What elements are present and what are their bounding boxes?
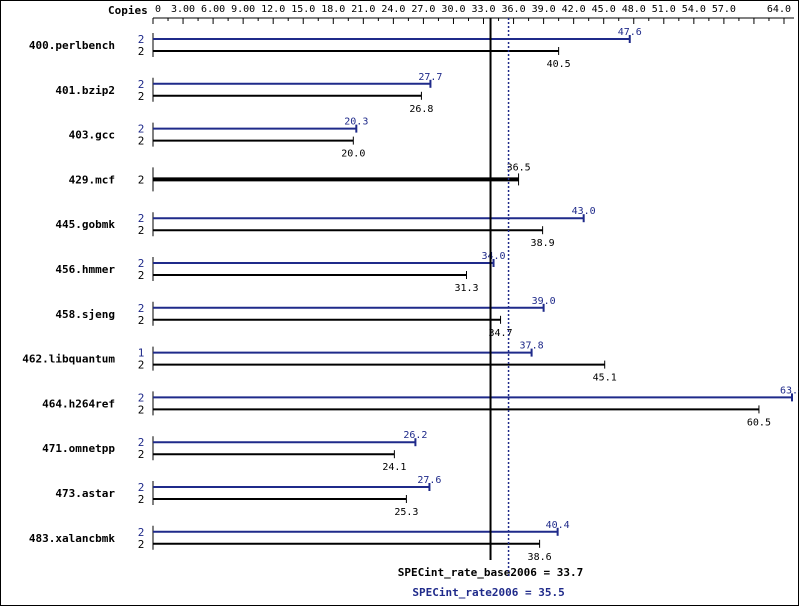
base-copies-label: 2 — [138, 90, 145, 103]
benchmark-label: 464.h264ref — [42, 397, 115, 410]
benchmark-label: 403.gcc — [69, 129, 115, 142]
peak-value-label: 34.0 — [481, 251, 505, 262]
peak-copies-label: 2 — [138, 526, 145, 539]
x-tick-label: 42.0 — [562, 4, 586, 15]
base-value-label: 26.8 — [409, 104, 433, 115]
x-tick-label: 0 — [155, 4, 161, 15]
x-tick-label: 33.0 — [471, 4, 495, 15]
base-copies-label: 2 — [138, 359, 145, 372]
x-tick-label: 36.0 — [502, 4, 526, 15]
peak-copies-label: 2 — [138, 391, 145, 404]
benchmark-row: 456.hmmer 2 34.0 2 31.3 — [55, 251, 505, 294]
reference-lines: SPECint_rate_base2006 = 33.7 SPECint_rate… — [398, 18, 583, 599]
base-copies-label: 2 — [138, 45, 145, 58]
peak-copies-label: 2 — [138, 212, 145, 225]
peak-value-label: 39.0 — [532, 296, 556, 307]
base-value-label: 36.5 — [507, 162, 531, 173]
x-tick-label: 15.0 — [291, 4, 315, 15]
benchmark-row: 473.astar 2 27.6 2 25.3 — [55, 475, 441, 518]
base-value-label: 60.5 — [747, 417, 771, 428]
benchmark-label: 445.gobmk — [55, 218, 115, 231]
benchmark-label: 400.perlbench — [29, 39, 115, 52]
benchmark-row: 403.gcc 2 20.3 2 20.0 — [69, 117, 369, 160]
x-tick-label: 6.00 — [201, 4, 225, 15]
peak-value-label: 40.4 — [546, 520, 570, 531]
base-value-label: 24.1 — [382, 462, 406, 473]
base-value-label: 25.3 — [394, 507, 418, 518]
benchmark-label: 471.omnetpp — [42, 442, 115, 455]
x-tick-label: 24.0 — [381, 4, 405, 15]
x-axis: 0 3.00 6.00 9.00 12.0 15.0 18.0 21.0 24.0 27.0 30.… — [152, 4, 794, 24]
x-tick-label: 48.0 — [622, 4, 646, 15]
benchmark-row: 429.mcf 2 36.5 — [69, 162, 531, 192]
benchmark-label: 456.hmmer — [55, 263, 115, 276]
base-copies-label: 2 — [138, 448, 145, 461]
base-value-label: 38.9 — [531, 238, 555, 249]
benchmark-label: 473.astar — [55, 487, 115, 500]
base-copies-label: 2 — [138, 269, 145, 282]
base-copies-label: 2 — [138, 403, 145, 416]
benchmark-row: 464.h264ref 2 63.8 2 60.5 — [42, 385, 799, 428]
peak-value-label: 43.0 — [572, 206, 596, 217]
peak-value-label: 63.8 — [780, 385, 799, 396]
x-tick-label: 12.0 — [261, 4, 285, 15]
base-copies-label: 2 — [138, 224, 145, 237]
base-copies-label: 2 — [138, 173, 145, 186]
x-tick-label: 3.00 — [171, 4, 195, 15]
benchmark-label: 429.mcf — [69, 173, 115, 186]
benchmark-label: 458.sjeng — [55, 308, 115, 321]
peak-copies-label: 2 — [138, 33, 145, 46]
peak-copies-label: 2 — [138, 481, 145, 494]
base-value-label: 31.3 — [454, 283, 478, 294]
peak-value-label: 47.6 — [618, 27, 642, 38]
x-tick-label: 27.0 — [411, 4, 435, 15]
x-tick-label: 30.0 — [441, 4, 465, 15]
base-value-label: 40.5 — [547, 59, 571, 70]
base-copies-label: 2 — [138, 135, 145, 148]
benchmark-label: 462.libquantum — [22, 353, 115, 366]
peak-value-label: 27.7 — [418, 72, 442, 83]
x-tick-label: 51.0 — [652, 4, 676, 15]
peak-reference-label: SPECint_rate2006 = 35.5 — [412, 586, 564, 599]
base-copies-label: 2 — [138, 538, 145, 551]
peak-copies-label: 1 — [138, 347, 145, 360]
base-value-label: 34.7 — [488, 328, 512, 339]
base-value-label: 20.0 — [341, 149, 365, 160]
x-tick-label: 45.0 — [592, 4, 616, 15]
peak-value-label: 37.8 — [520, 341, 544, 352]
benchmark-row: 483.xalancbmk 2 40.4 2 38.6 — [29, 520, 570, 563]
benchmark-row: 462.libquantum 1 37.8 2 45.1 — [22, 341, 616, 384]
peak-copies-label: 2 — [138, 302, 145, 315]
copies-header: Copies — [108, 4, 148, 17]
x-tick-label: 57.0 — [712, 4, 736, 15]
benchmark-row: 401.bzip2 2 27.7 2 26.8 — [55, 72, 442, 115]
base-value-label: 45.1 — [593, 373, 617, 384]
base-reference-label: SPECint_rate_base2006 = 33.7 — [398, 566, 583, 579]
base-value-label: 38.6 — [528, 552, 552, 563]
benchmark-row: 458.sjeng 2 39.0 2 34.7 — [55, 296, 555, 339]
peak-copies-label: 2 — [138, 436, 145, 449]
base-copies-label: 2 — [138, 314, 145, 327]
peak-copies-label: 2 — [138, 257, 145, 270]
x-tick-label: 39.0 — [532, 4, 556, 15]
peak-copies-label: 2 — [138, 78, 145, 91]
peak-value-label: 26.2 — [403, 430, 427, 441]
benchmark-label: 401.bzip2 — [55, 84, 115, 97]
x-tick-label: 9.00 — [231, 4, 255, 15]
peak-value-label: 20.3 — [344, 117, 368, 128]
benchmark-label: 483.xalancbmk — [29, 532, 115, 545]
x-tick-label: 54.0 — [682, 4, 706, 15]
x-tick-label: 64.0 — [767, 4, 791, 15]
benchmark-row: 445.gobmk 2 43.0 2 38.9 — [55, 206, 595, 249]
base-copies-label: 2 — [138, 493, 145, 506]
benchmark-row: 471.omnetpp 2 26.2 2 24.1 — [42, 430, 427, 473]
peak-copies-label: 2 — [138, 123, 145, 136]
x-tick-label: 18.0 — [321, 4, 345, 15]
peak-value-label: 27.6 — [417, 475, 441, 486]
x-tick-label: 21.0 — [351, 4, 375, 15]
